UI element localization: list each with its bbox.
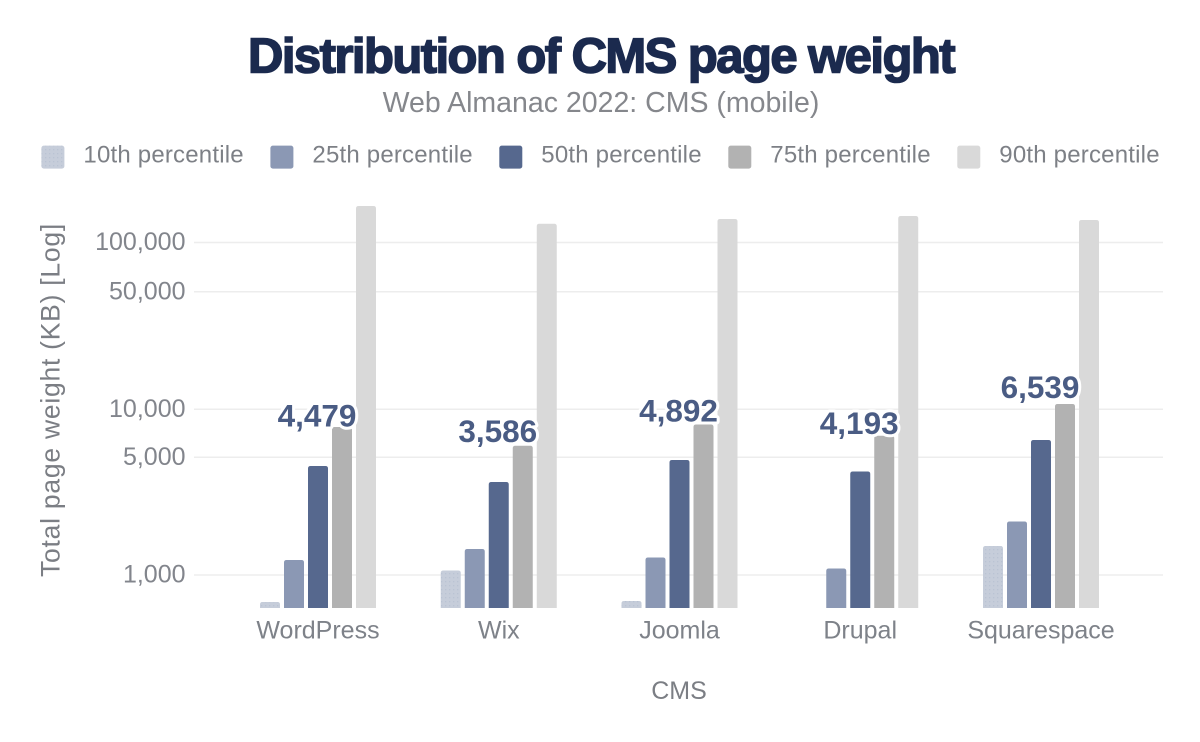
svg-text:100,000: 100,000: [95, 228, 185, 256]
svg-text:10,000: 10,000: [109, 395, 185, 423]
svg-text:5,000: 5,000: [123, 443, 186, 471]
svg-text:Joomla: Joomla: [639, 617, 720, 645]
svg-text:50th percentile: 50th percentile: [541, 142, 701, 169]
svg-text:75th percentile: 75th percentile: [770, 142, 930, 169]
svg-text:4,193: 4,193: [820, 405, 899, 441]
svg-text:1,000: 1,000: [123, 561, 186, 589]
svg-text:Web Almanac 2022: CMS (mobile): Web Almanac 2022: CMS (mobile): [383, 87, 820, 119]
svg-text:90th percentile: 90th percentile: [999, 142, 1159, 169]
svg-text:Drupal: Drupal: [823, 617, 897, 645]
svg-text:6,539: 6,539: [1001, 369, 1080, 405]
svg-text:10th percentile: 10th percentile: [83, 142, 243, 169]
svg-text:4,479: 4,479: [278, 398, 357, 434]
svg-text:Distribution of CMS page weigh: Distribution of CMS page weight: [248, 30, 955, 84]
svg-text:25th percentile: 25th percentile: [312, 142, 472, 169]
svg-text:Wix: Wix: [478, 617, 520, 645]
svg-text:3,586: 3,586: [458, 413, 537, 449]
svg-text:Squarespace: Squarespace: [967, 617, 1114, 645]
svg-text:WordPress: WordPress: [256, 617, 379, 645]
svg-text:CMS: CMS: [651, 677, 707, 705]
svg-text:4,892: 4,892: [639, 393, 718, 429]
svg-text:Total page weight (KB) [Log]: Total page weight (KB) [Log]: [36, 223, 66, 577]
svg-text:50,000: 50,000: [109, 277, 185, 305]
